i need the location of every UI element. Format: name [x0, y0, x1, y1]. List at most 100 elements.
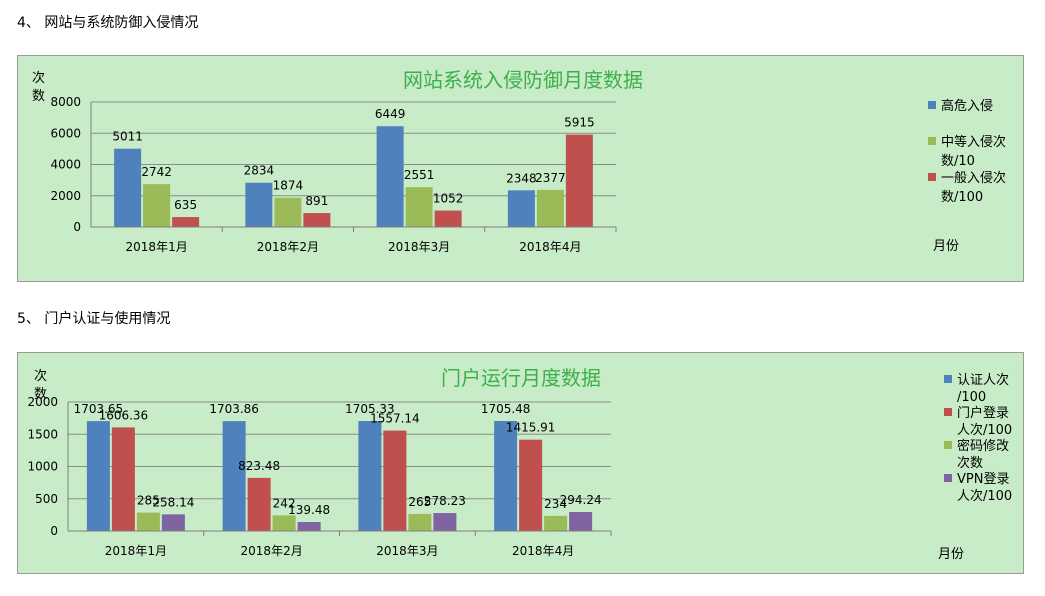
bar: [507, 190, 535, 227]
data-label: 2348: [506, 171, 537, 185]
legend-swatch: [944, 441, 952, 449]
y-tick-label: 0: [73, 220, 81, 234]
x-tick-label: 2018年4月: [519, 240, 581, 254]
data-label: 5011: [112, 130, 143, 144]
chart-panel-portal: 门户运行月度数据次数 0 500 1000 1500 2000 2018年1月 1703.65…: [17, 352, 1024, 574]
bar: [222, 421, 246, 531]
bar: [408, 513, 432, 531]
data-label: 823.48: [238, 459, 280, 473]
x-tick-label: 2018年3月: [376, 544, 438, 558]
legend-label: 人次/100: [957, 488, 1012, 504]
bar: [519, 439, 543, 531]
defense-chart: 网站系统入侵防御月度数据 次数 0 2000 4000 6000 8000 2018年1月 50…: [32, 68, 1006, 254]
data-label: 258.14: [152, 495, 194, 509]
y-tick-label: 0: [50, 524, 58, 538]
bar: [247, 477, 271, 531]
legend-label: 认证人次: [957, 372, 1009, 388]
legend-label: 次数: [957, 455, 983, 471]
bar: [433, 513, 457, 531]
portal-chart: 门户运行月度数据次数05001000150020002018年1月1703.65…: [27, 366, 1012, 562]
chart-panel-defense: 网站系统入侵防御月度数据 次数 0 2000 4000 6000 8000 2018年1月 50…: [17, 55, 1024, 282]
legend-label: 门户登录: [957, 405, 1009, 421]
bar: [274, 197, 302, 227]
legend-swatch: [928, 173, 936, 181]
legend-label: 数/10: [941, 154, 975, 169]
bar: [565, 134, 593, 227]
data-label: 1874: [273, 179, 304, 193]
bar: [172, 217, 200, 227]
legend-swatch: [928, 137, 936, 145]
x-tick-label: 2018年2月: [257, 240, 319, 254]
y-axis-label: 数: [32, 89, 45, 104]
bar: [358, 421, 382, 531]
y-tick-label: 1000: [27, 460, 58, 474]
bar: [569, 512, 593, 531]
legend-swatch: [944, 474, 952, 482]
data-label: 1557.14: [370, 412, 420, 426]
section-heading-defense: 4、 网站与系统防御入侵情况: [17, 15, 199, 31]
bar: [405, 187, 433, 227]
y-tick-label: 8000: [50, 95, 81, 109]
data-label: 891: [305, 194, 328, 208]
data-label: 139.48: [288, 503, 330, 517]
data-label: 2742: [141, 165, 172, 179]
bar: [86, 421, 110, 531]
data-label: 234: [544, 497, 567, 511]
y-tick-label: 4000: [50, 158, 81, 172]
bar: [383, 430, 407, 531]
bar: [434, 210, 462, 227]
x-tick-label: 2018年2月: [241, 544, 303, 558]
data-label: 265: [408, 495, 431, 509]
section-heading-portal: 5、 门户认证与使用情况: [17, 311, 171, 327]
legend-label: 中等入侵次: [941, 134, 1006, 150]
bar: [136, 512, 160, 531]
data-label: 2551: [404, 168, 435, 182]
x-tick-label: 2018年4月: [512, 544, 574, 558]
data-label: 242: [273, 496, 296, 510]
bar: [111, 427, 135, 531]
bar: [536, 189, 564, 227]
y-tick-label: 500: [35, 492, 58, 506]
data-label: 2834: [244, 164, 275, 178]
legend-label: 人次/100: [957, 422, 1012, 438]
bar: [143, 184, 171, 227]
data-label: 1703.86: [209, 402, 259, 416]
legend-label: 高危入侵: [941, 98, 993, 114]
data-label: 1606.36: [99, 408, 149, 422]
data-label: 6449: [375, 107, 406, 121]
legend-swatch: [928, 101, 936, 109]
data-label: 1052: [433, 192, 464, 206]
legend-label: 一般入侵次: [941, 170, 1006, 186]
legend-label: 密码修改: [957, 438, 1009, 454]
bar: [245, 182, 273, 227]
legend-swatch: [944, 408, 952, 416]
bar: [297, 522, 321, 531]
y-tick-label: 2000: [50, 189, 81, 203]
x-axis-label: 月份: [938, 547, 964, 562]
y-axis-label: 数: [34, 387, 47, 402]
bar: [494, 420, 518, 531]
legend-swatch: [944, 375, 952, 383]
x-axis-label: 月份: [933, 239, 959, 254]
bar: [303, 213, 331, 227]
data-label: 278.23: [424, 494, 466, 508]
y-axis-label: 次: [34, 368, 47, 384]
x-tick-label: 2018年1月: [126, 240, 188, 254]
bar: [376, 126, 404, 227]
bar: [544, 515, 568, 531]
data-label: 2377: [535, 171, 566, 185]
bar: [272, 515, 296, 531]
chart-title: 网站系统入侵防御月度数据: [403, 68, 643, 92]
data-label: 1415.91: [506, 421, 556, 435]
legend-label: /100: [957, 390, 986, 405]
y-axis-label: 次: [32, 70, 45, 86]
y-tick-label: 1500: [27, 427, 58, 441]
bar: [114, 148, 142, 227]
y-tick-label: 2000: [27, 395, 58, 409]
bar: [161, 514, 185, 531]
y-tick-label: 6000: [50, 126, 81, 140]
legend-label: 数/100: [941, 190, 983, 205]
data-label: 5915: [564, 116, 595, 130]
data-label: 1703.65: [74, 402, 124, 416]
x-tick-label: 2018年1月: [105, 544, 167, 558]
